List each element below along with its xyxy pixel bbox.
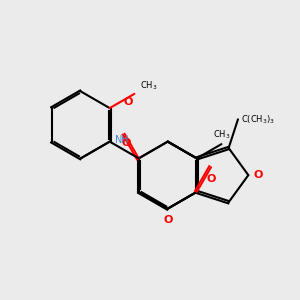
Text: CH$_3$: CH$_3$ xyxy=(213,128,230,141)
Text: O: O xyxy=(163,215,172,225)
Text: O: O xyxy=(122,138,131,148)
Text: O: O xyxy=(123,97,133,106)
Text: O: O xyxy=(254,170,263,180)
Text: N: N xyxy=(115,135,122,145)
Text: C(CH$_3$)$_3$: C(CH$_3$)$_3$ xyxy=(241,113,275,126)
Text: O: O xyxy=(206,174,216,184)
Text: H: H xyxy=(121,135,128,145)
Text: CH$_3$: CH$_3$ xyxy=(140,79,158,92)
